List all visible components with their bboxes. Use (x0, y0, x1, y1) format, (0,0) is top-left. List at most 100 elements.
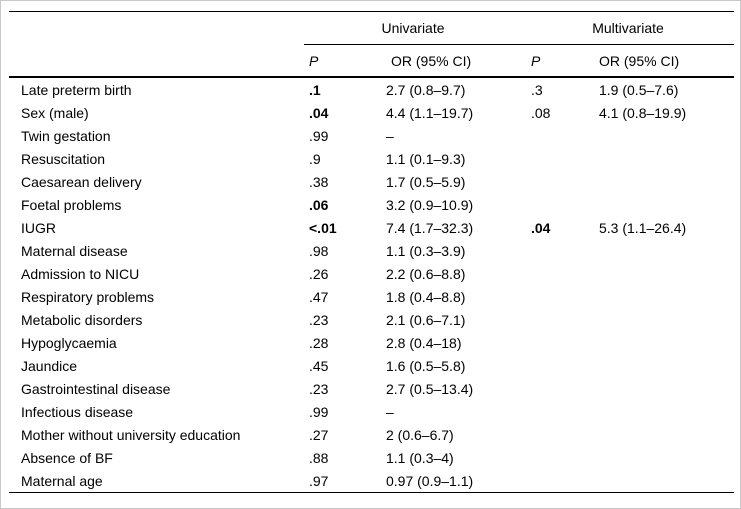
univariate-group-header: Univariate (304, 11, 522, 45)
table-row: Admission to NICU .26 2.2 (0.6–8.8) (9, 262, 734, 285)
univariate-p-value: .28 (309, 334, 329, 351)
multivariate-or-header: OR (95% CI) (599, 52, 680, 69)
univariate-p-value: .27 (309, 426, 329, 443)
univariate-p-header: P (309, 52, 319, 69)
multivariate-p-value (522, 239, 594, 262)
multivariate-or-ci-value: 4.1 (0.8–19.9) (599, 104, 687, 121)
row-label: Maternal age (21, 472, 103, 489)
multivariate-or-ci-value (594, 377, 734, 400)
multivariate-p-value (522, 400, 594, 423)
row-label: Admission to NICU (21, 265, 140, 282)
univariate-or-ci-value: 1.6 (0.5–5.8) (386, 357, 466, 374)
multivariate-or-ci-value (594, 124, 734, 147)
univariate-or-header: OR (95% CI) (391, 52, 472, 69)
multivariate-or-ci-value (594, 285, 734, 308)
univariate-p-value: .45 (309, 357, 329, 374)
univariate-p-value: .23 (309, 311, 329, 328)
table-row: Sex (male) .04 4.4 (1.1–19.7) .08 4.1 (0… (9, 101, 734, 124)
multivariate-p-value (522, 147, 594, 170)
multivariate-or-ci-value (594, 147, 734, 170)
univariate-or-ci-value: 1.7 (0.5–5.9) (386, 173, 466, 190)
multivariate-p-value: .04 (531, 219, 551, 236)
multivariate-or-ci-value: 1.9 (0.5–7.6) (599, 81, 679, 98)
table-header: Univariate Multivariate P OR (95% CI) P … (9, 11, 734, 78)
table-row: Resuscitation .9 1.1 (0.1–9.3) (9, 147, 734, 170)
multivariate-p-value: .3 (531, 81, 543, 98)
empty-corner-cell (9, 12, 304, 45)
multivariate-p-header: P (531, 52, 541, 69)
multivariate-or-ci-value (594, 354, 734, 377)
univariate-or-ci-value: 2.8 (0.4–18) (386, 334, 462, 351)
row-label: Sex (male) (21, 104, 89, 121)
row-label: Late preterm birth (21, 81, 132, 98)
multivariate-p-value (522, 354, 594, 377)
table-row: Late preterm birth .1 2.7 (0.8–9.7) .3 1… (9, 77, 734, 101)
multivariate-p-value (522, 193, 594, 216)
multivariate-p-value (522, 423, 594, 446)
univariate-or-ci-value: 1.1 (0.1–9.3) (386, 150, 466, 167)
univariate-p-value: .23 (309, 380, 329, 397)
row-label: Caesarean delivery (21, 173, 142, 190)
column-header-row: P OR (95% CI) P OR (95% CI) (9, 45, 734, 78)
table-row: Metabolic disorders .23 2.1 (0.6–7.1) (9, 308, 734, 331)
multivariate-or-ci-value (594, 239, 734, 262)
table-row: Absence of BF .88 1.1 (0.3–4) (9, 446, 734, 469)
row-label: Hypoglycaemia (21, 334, 117, 351)
row-label: Mother without university education (21, 426, 241, 443)
multivariate-or-ci-value (594, 308, 734, 331)
multivariate-p-value (522, 262, 594, 285)
multivariate-p-value (522, 124, 594, 147)
row-label: IUGR (21, 219, 56, 236)
univariate-or-ci-value: 2.1 (0.6–7.1) (386, 311, 466, 328)
univariate-p-value: .47 (309, 288, 329, 305)
univariate-or-ci-value: – (386, 127, 394, 144)
table-row: Maternal disease .98 1.1 (0.3–3.9) (9, 239, 734, 262)
multivariate-or-ci-value (594, 469, 734, 493)
univariate-or-ci-value: 3.2 (0.9–10.9) (386, 196, 474, 213)
table-body: Late preterm birth .1 2.7 (0.8–9.7) .3 1… (9, 77, 734, 493)
multivariate-p-value (522, 331, 594, 354)
multivariate-p-value (522, 446, 594, 469)
table-row: Maternal age .97 0.97 (0.9–1.1) (9, 469, 734, 493)
multivariate-or-ci-value (594, 262, 734, 285)
univariate-p-value: .97 (309, 472, 329, 489)
univariate-or-ci-value: 2.7 (0.5–13.4) (386, 380, 474, 397)
row-label: Absence of BF (21, 449, 113, 466)
univariate-or-ci-value: 2.2 (0.6–8.8) (386, 265, 466, 282)
multivariate-p-value (522, 170, 594, 193)
univariate-p-value: .88 (309, 449, 329, 466)
results-table: Univariate Multivariate P OR (95% CI) P … (9, 11, 734, 493)
multivariate-or-ci-value (594, 170, 734, 193)
table-row: Caesarean delivery .38 1.7 (0.5–5.9) (9, 170, 734, 193)
table-row: Mother without university education .27 … (9, 423, 734, 446)
multivariate-p-value (522, 308, 594, 331)
row-label: Resuscitation (21, 150, 106, 167)
multivariate-group-header: Multivariate (522, 11, 734, 45)
table-row: Foetal problems .06 3.2 (0.9–10.9) (9, 193, 734, 216)
table-row: Jaundice .45 1.6 (0.5–5.8) (9, 354, 734, 377)
row-label: Respiratory problems (21, 288, 155, 305)
row-label: Maternal disease (21, 242, 128, 259)
univariate-p-value: .1 (309, 81, 321, 98)
univariate-p-value: .04 (309, 104, 329, 121)
univariate-or-ci-value: – (386, 403, 394, 420)
univariate-or-ci-value: 1.8 (0.4–8.8) (386, 288, 466, 305)
row-label: Foetal problems (21, 196, 122, 213)
multivariate-p-value (522, 377, 594, 400)
table-row: Gastrointestinal disease .23 2.7 (0.5–13… (9, 377, 734, 400)
univariate-p-value: .38 (309, 173, 329, 190)
empty-label-header (9, 45, 304, 78)
row-label: Infectious disease (21, 403, 134, 420)
univariate-p-value: .99 (309, 403, 329, 420)
univariate-or-ci-value: 1.1 (0.3–3.9) (386, 242, 466, 259)
univariate-p-value: .98 (309, 242, 329, 259)
table-row: Infectious disease .99 – (9, 400, 734, 423)
row-label: Gastrointestinal disease (21, 380, 171, 397)
multivariate-or-ci-value (594, 193, 734, 216)
multivariate-p-value (522, 469, 594, 493)
univariate-p-value: .06 (309, 196, 329, 213)
univariate-or-ci-value: 1.1 (0.3–4) (386, 449, 454, 466)
univariate-p-value: <.01 (309, 219, 337, 236)
univariate-or-ci-value: 2 (0.6–6.7) (386, 426, 454, 443)
